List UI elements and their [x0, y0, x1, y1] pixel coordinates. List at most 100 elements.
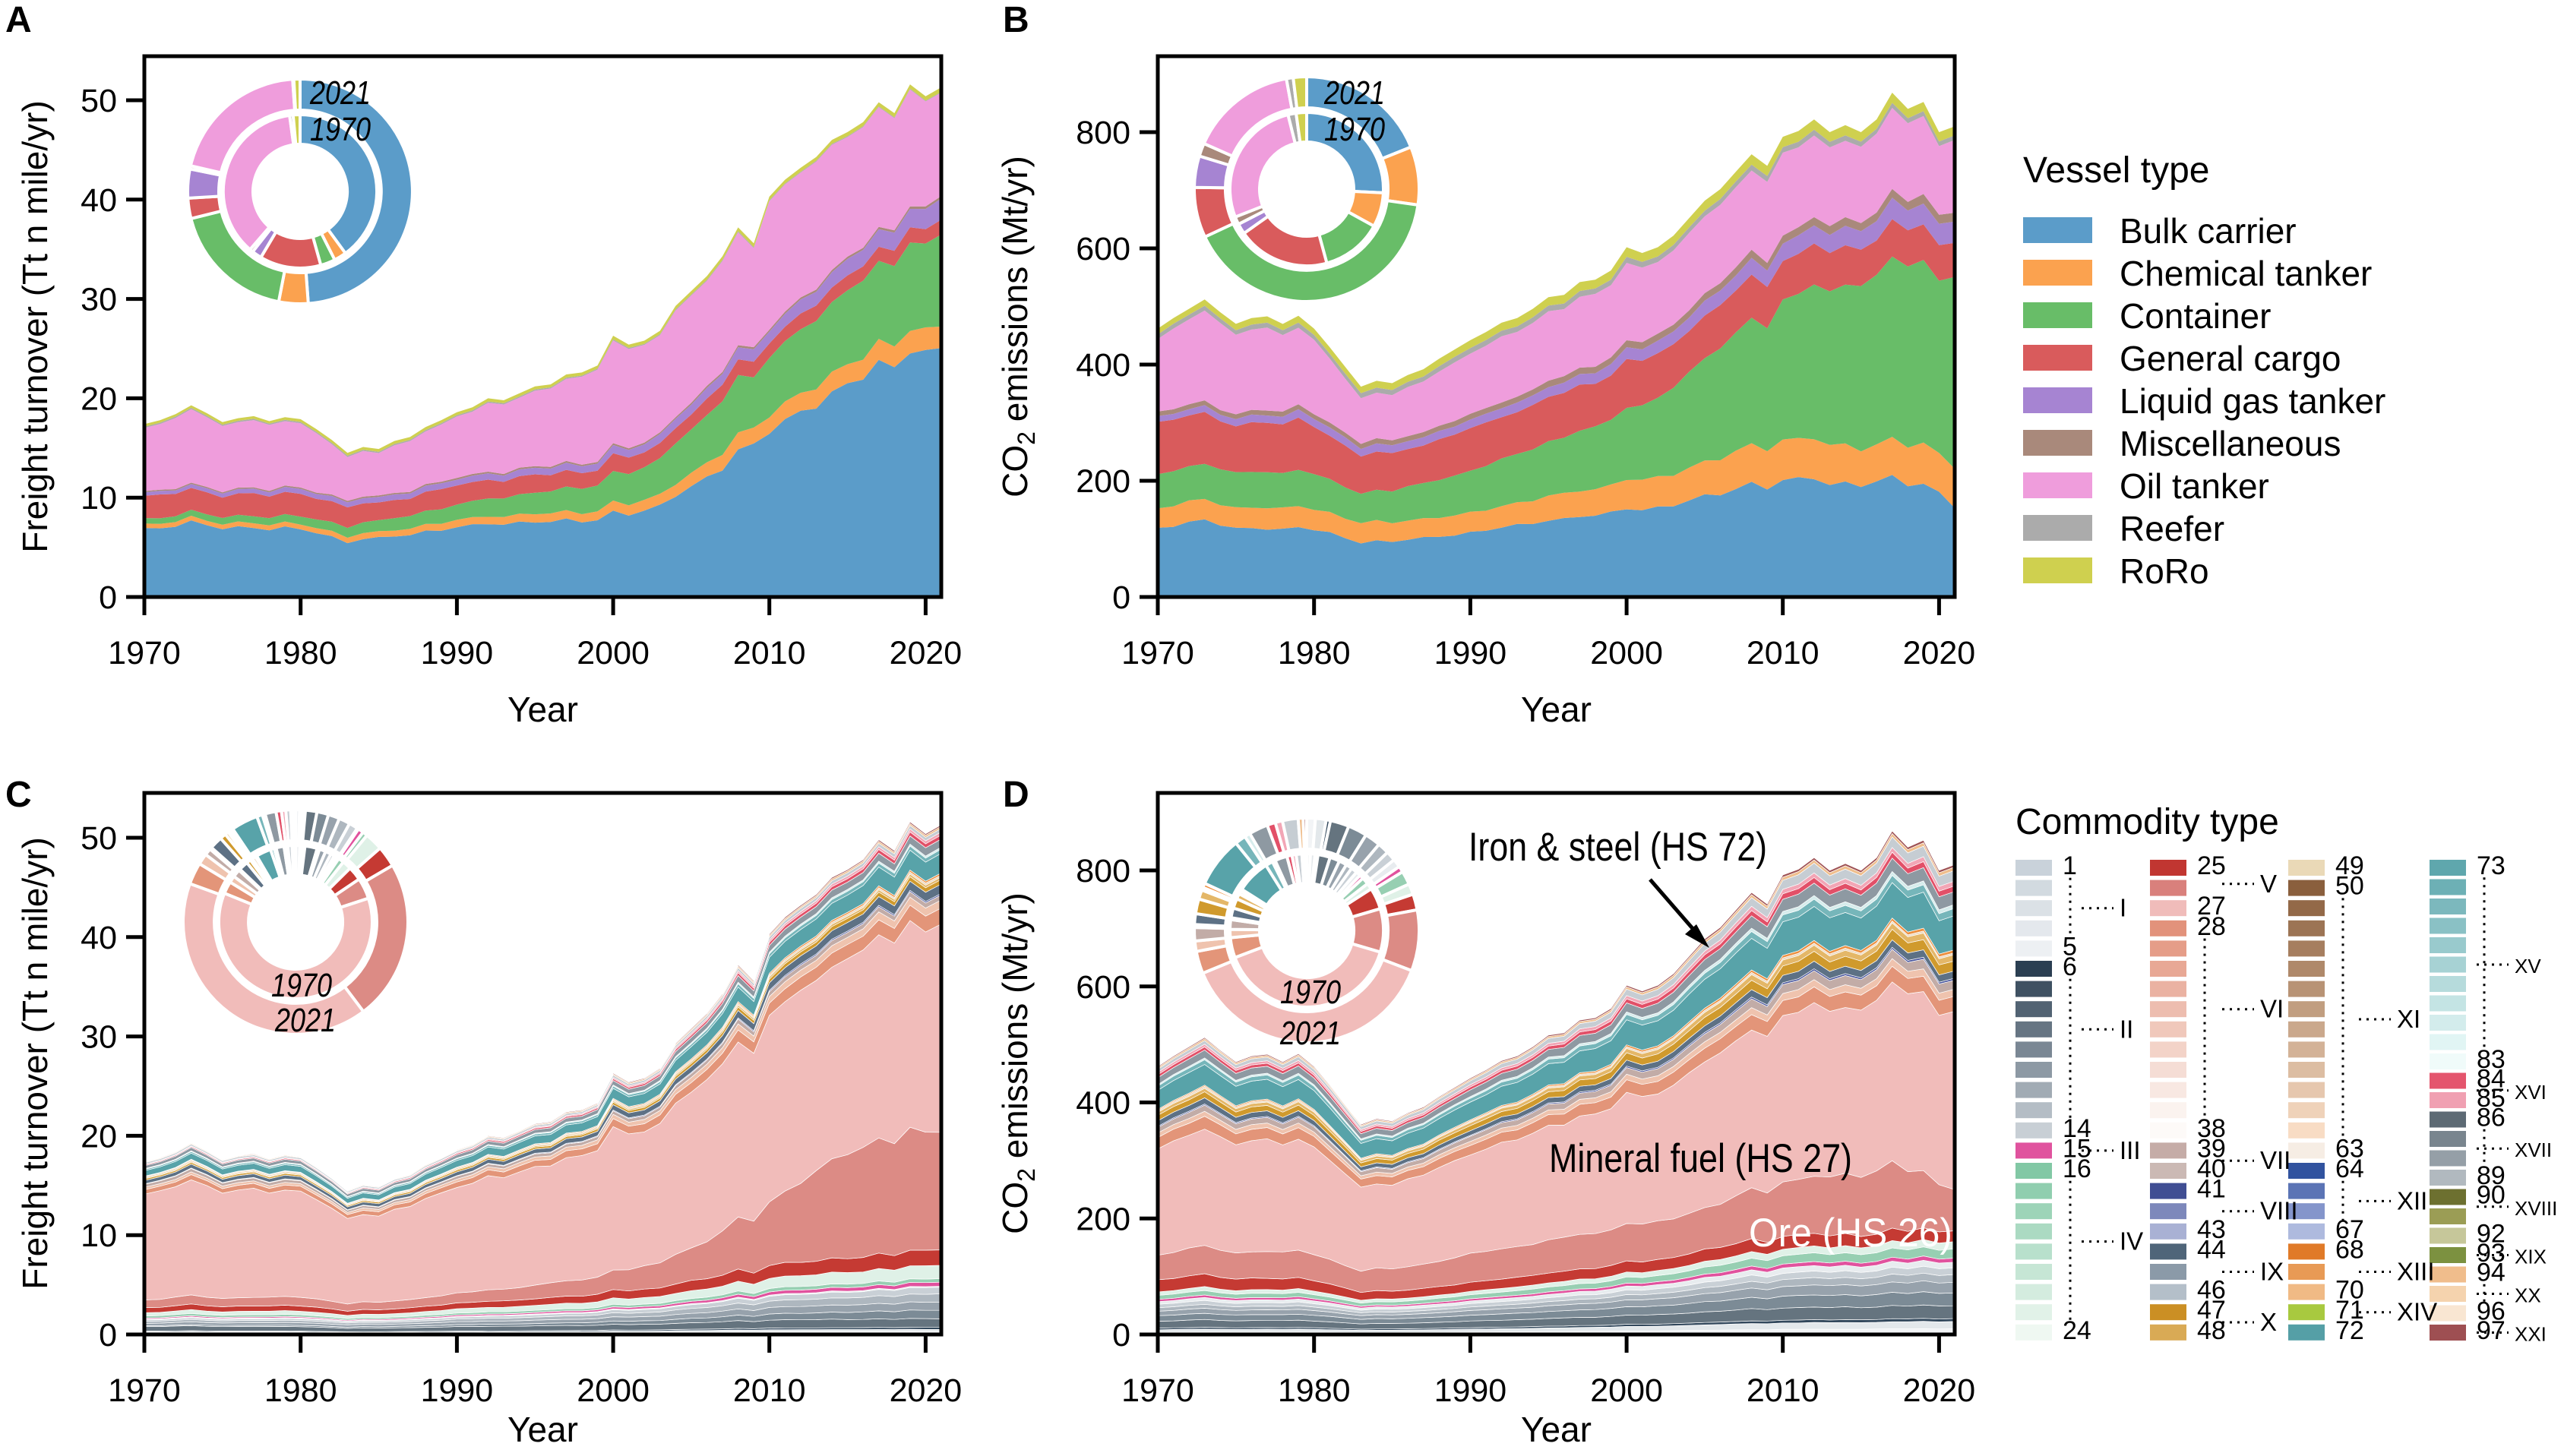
svg-text:28: 28	[2197, 912, 2226, 941]
svg-text:VII: VII	[2260, 1146, 2291, 1174]
svg-text:1990: 1990	[1434, 635, 1507, 671]
svg-text:1970: 1970	[271, 967, 332, 1004]
svg-text:XIII: XIII	[2397, 1258, 2435, 1286]
svg-text:1970: 1970	[108, 635, 181, 671]
svg-text:Vessel type: Vessel type	[2023, 150, 2209, 191]
svg-text:64: 64	[2335, 1154, 2364, 1183]
svg-text:XX: XX	[2515, 1284, 2541, 1307]
svg-text:2010: 2010	[1747, 1372, 1819, 1409]
svg-text:85: 85	[2477, 1084, 2506, 1113]
svg-text:2021: 2021	[309, 74, 371, 112]
svg-text:V: V	[2260, 870, 2277, 898]
svg-text:Reefer: Reefer	[2120, 509, 2224, 548]
svg-text:90: 90	[2477, 1181, 2506, 1210]
svg-text:84: 84	[2477, 1065, 2506, 1094]
svg-text:41: 41	[2197, 1175, 2226, 1204]
svg-text:2000: 2000	[1590, 1372, 1663, 1409]
svg-text:Oil tanker: Oil tanker	[2120, 466, 2269, 506]
svg-text:IV: IV	[2120, 1227, 2143, 1255]
svg-text:5: 5	[2063, 932, 2077, 961]
svg-text:XV: XV	[2515, 955, 2541, 978]
svg-text:2021: 2021	[1279, 1015, 1341, 1052]
svg-text:2020: 2020	[1903, 1372, 1976, 1409]
svg-text:General cargo: General cargo	[2120, 339, 2341, 378]
svg-text:2000: 2000	[577, 635, 650, 671]
svg-text:43: 43	[2197, 1215, 2226, 1244]
svg-text:Iron & steel (HS 72): Iron & steel (HS 72)	[1469, 825, 1767, 870]
svg-text:Ore (HS 26): Ore (HS 26)	[1749, 1211, 1952, 1255]
svg-text:93: 93	[2477, 1239, 2506, 1268]
svg-text:XIX: XIX	[2515, 1246, 2547, 1268]
svg-text:800: 800	[1076, 853, 1130, 889]
svg-text:97: 97	[2477, 1316, 2506, 1345]
svg-text:1990: 1990	[421, 1372, 494, 1409]
svg-text:72: 72	[2335, 1316, 2364, 1345]
svg-text:89: 89	[2477, 1161, 2506, 1190]
svg-text:Liquid gas tanker: Liquid gas tanker	[2120, 381, 2385, 421]
svg-text:83: 83	[2477, 1045, 2506, 1074]
svg-text:1970: 1970	[108, 1372, 181, 1409]
svg-text:B: B	[1003, 0, 1029, 40]
svg-text:50: 50	[81, 83, 117, 119]
svg-text:1: 1	[2063, 851, 2077, 880]
svg-text:X: X	[2260, 1308, 2277, 1336]
svg-text:71: 71	[2335, 1296, 2364, 1325]
svg-text:94: 94	[2477, 1259, 2506, 1287]
svg-text:XI: XI	[2397, 1005, 2420, 1033]
svg-text:67: 67	[2335, 1215, 2364, 1244]
svg-text:RoRo: RoRo	[2120, 551, 2209, 591]
svg-text:96: 96	[2477, 1297, 2506, 1326]
svg-text:Freight turnover (Tt n mile/yr: Freight turnover (Tt n mile/yr)	[15, 837, 55, 1290]
svg-text:2010: 2010	[1747, 635, 1819, 671]
svg-text:6: 6	[2063, 952, 2077, 981]
svg-text:XIV: XIV	[2397, 1298, 2437, 1326]
svg-text:Mineral fuel (HS 27): Mineral fuel (HS 27)	[1549, 1136, 1852, 1181]
svg-text:0: 0	[99, 1317, 117, 1353]
svg-text:14: 14	[2063, 1114, 2091, 1143]
svg-text:49: 49	[2335, 851, 2364, 880]
svg-text:15: 15	[2063, 1134, 2091, 1163]
svg-text:Commodity type: Commodity type	[2015, 802, 2279, 842]
svg-text:800: 800	[1076, 115, 1130, 151]
svg-text:Year: Year	[1521, 690, 1592, 729]
svg-text:XVIII: XVIII	[2515, 1197, 2557, 1220]
svg-text:2021: 2021	[1323, 74, 1385, 112]
svg-text:Miscellaneous: Miscellaneous	[2120, 424, 2341, 463]
svg-text:1970: 1970	[1121, 635, 1194, 671]
svg-text:16: 16	[2063, 1154, 2091, 1183]
svg-text:III: III	[2120, 1136, 2141, 1164]
svg-text:CO2 emissions (Mt/yr): CO2 emissions (Mt/yr)	[995, 156, 1040, 497]
svg-text:30: 30	[81, 282, 117, 318]
svg-text:II: II	[2120, 1015, 2133, 1043]
svg-text:40: 40	[2197, 1154, 2226, 1183]
svg-text:39: 39	[2197, 1134, 2226, 1163]
svg-text:C: C	[5, 775, 32, 815]
svg-text:2020: 2020	[890, 1372, 963, 1409]
svg-text:1970: 1970	[1121, 1372, 1194, 1409]
svg-text:1980: 1980	[1278, 1372, 1351, 1409]
svg-text:400: 400	[1076, 1085, 1130, 1122]
svg-text:0: 0	[1112, 580, 1130, 616]
svg-text:XVII: XVII	[2515, 1139, 2552, 1161]
svg-text:40: 40	[81, 182, 117, 219]
svg-text:Year: Year	[507, 690, 578, 729]
svg-text:50: 50	[2335, 872, 2364, 901]
svg-text:1970: 1970	[1280, 974, 1341, 1011]
svg-text:Freight turnover (Tt n mile/yr: Freight turnover (Tt n mile/yr)	[15, 100, 55, 553]
svg-text:600: 600	[1076, 969, 1130, 1006]
svg-text:70: 70	[2335, 1276, 2364, 1305]
svg-text:47: 47	[2197, 1296, 2226, 1325]
svg-text:0: 0	[99, 580, 117, 616]
svg-text:1990: 1990	[1434, 1372, 1507, 1409]
svg-text:1980: 1980	[264, 1372, 337, 1409]
svg-text:Year: Year	[1521, 1410, 1592, 1449]
svg-text:1990: 1990	[421, 635, 494, 671]
svg-text:44: 44	[2197, 1235, 2226, 1264]
svg-text:27: 27	[2197, 892, 2226, 921]
svg-text:XXI: XXI	[2515, 1323, 2547, 1346]
svg-text:Chemical tanker: Chemical tanker	[2120, 254, 2372, 293]
svg-text:92: 92	[2477, 1220, 2506, 1249]
svg-text:68: 68	[2335, 1235, 2364, 1264]
svg-text:2000: 2000	[1590, 635, 1663, 671]
svg-text:1970: 1970	[310, 111, 371, 148]
